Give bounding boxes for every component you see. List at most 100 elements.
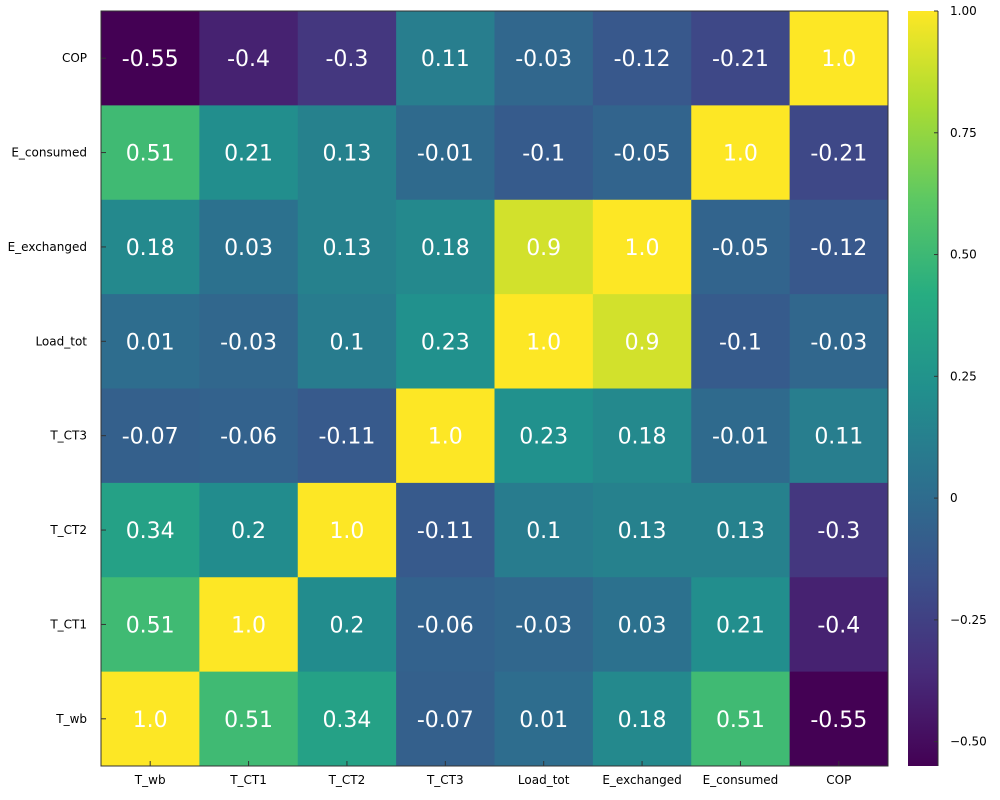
y-tick-label: T_CT1 — [49, 617, 87, 631]
cell-value-label: 0.9 — [526, 236, 561, 261]
cell-value-label: 0.13 — [716, 519, 765, 544]
heatmap-cell-E_consumed-E_exchanged — [592, 105, 692, 201]
cell-value-label: -0.06 — [417, 613, 474, 638]
colorbar-tick-label: 0.75 — [950, 126, 977, 140]
cell-value-label: -0.12 — [614, 47, 671, 72]
heatmap-cell-E_exchanged-T_CT3 — [396, 199, 495, 295]
heatmap-cell-T_CT1-T_wb — [101, 577, 200, 673]
cell-value-label: -0.07 — [417, 708, 474, 733]
heatmap-cell-E_exchanged-T_CT1 — [199, 199, 299, 295]
cell-value-label: -0.03 — [515, 47, 572, 72]
x-tick-label: T_CT2 — [328, 773, 366, 787]
heatmap-cell-T_CT1-T_CT1 — [199, 577, 299, 673]
heatmap-cell-E_consumed-Load_tot — [494, 105, 594, 201]
cell-value-label: 0.11 — [814, 425, 863, 450]
heatmap-cell-Load_tot-Load_tot — [494, 294, 594, 389]
heatmap-cell-T_CT1-E_consumed — [691, 577, 791, 673]
cell-value-label: -0.03 — [515, 613, 572, 638]
heatmap-cell-T_CT2-T_wb — [101, 482, 200, 578]
cell-value-label: -0.06 — [220, 425, 277, 450]
cell-value-label: 1.0 — [625, 236, 660, 261]
heatmap-cell-T_wb-T_wb — [101, 671, 200, 767]
cell-value-label: 0.03 — [618, 613, 667, 638]
heatmap-cell-T_CT2-T_CT2 — [297, 482, 397, 578]
cell-value-label: 1.0 — [428, 425, 463, 450]
heatmap-cell-T_CT2-T_CT3 — [396, 482, 495, 578]
cell-value-label: -0.05 — [712, 236, 769, 261]
cell-value-label: 0.34 — [322, 708, 371, 733]
cell-value-label: -0.12 — [810, 236, 867, 261]
colorbar-tick-label: 0.50 — [950, 248, 977, 262]
x-tick-label: COP — [826, 773, 851, 787]
cell-value-label: -0.4 — [817, 613, 860, 638]
x-tick-label: E_consumed — [703, 773, 779, 787]
heatmap-cell-Load_tot-COP — [789, 294, 889, 389]
heatmap-cell-COP-T_CT3 — [396, 11, 495, 106]
heatmap-cell-COP-COP — [789, 11, 889, 106]
cell-value-label: 0.01 — [126, 330, 175, 355]
heatmap-cell-E_exchanged-Load_tot — [494, 199, 594, 295]
cell-value-label: -0.55 — [810, 708, 867, 733]
heatmap-cell-E_exchanged-T_CT2 — [297, 199, 397, 295]
heatmap-cell-T_wb-T_CT2 — [297, 671, 397, 767]
cell-value-label: -0.03 — [220, 330, 277, 355]
cell-value-label: 0.2 — [231, 519, 266, 544]
cell-value-label: -0.4 — [227, 47, 270, 72]
cell-value-label: -0.03 — [810, 330, 867, 355]
heatmap-cell-T_CT3-COP — [789, 388, 889, 484]
heatmap-cell-E_exchanged-T_wb — [101, 199, 200, 295]
heatmap-cell-Load_tot-E_exchanged — [592, 294, 692, 389]
cell-value-label: -0.1 — [522, 142, 565, 167]
heatmap-cell-T_wb-E_consumed — [691, 671, 791, 767]
cell-value-label: -0.11 — [318, 425, 375, 450]
cell-value-label: -0.01 — [712, 425, 769, 450]
heatmap-cell-E_consumed-T_CT3 — [396, 105, 495, 201]
heatmap-cell-E_consumed-T_CT2 — [297, 105, 397, 201]
heatmap-cell-Load_tot-T_wb — [101, 294, 200, 389]
cell-value-label: 0.2 — [329, 613, 364, 638]
cell-value-label: 0.18 — [126, 236, 175, 261]
x-tick-label: T_wb — [134, 773, 166, 787]
heatmap-cell-E_consumed-T_CT1 — [199, 105, 299, 201]
cell-value-label: -0.3 — [325, 47, 368, 72]
heatmap-cell-T_CT1-T_CT3 — [396, 577, 495, 673]
colorbar-tick-label: 0 — [950, 491, 958, 505]
cell-value-label: 0.21 — [224, 142, 273, 167]
heatmap-cell-Load_tot-E_consumed — [691, 294, 791, 389]
heatmap-cell-T_CT1-Load_tot — [494, 577, 594, 673]
heatmap-cell-Load_tot-T_CT1 — [199, 294, 299, 389]
heatmap-cell-T_CT3-E_consumed — [691, 388, 791, 484]
cell-value-label: 0.18 — [618, 425, 667, 450]
heatmap-cell-COP-E_consumed — [691, 11, 791, 106]
cell-value-label: 0.13 — [322, 236, 371, 261]
cell-value-label: 1.0 — [821, 47, 856, 72]
y-tick-label: COP — [62, 51, 87, 65]
heatmap-cell-COP-T_wb — [101, 11, 200, 106]
heatmap-cell-COP-E_exchanged — [592, 11, 692, 106]
y-tick-label: T_CT2 — [49, 523, 87, 537]
cell-value-label: 1.0 — [329, 519, 364, 544]
cell-value-label: -0.11 — [417, 519, 474, 544]
heatmap-cells — [101, 11, 889, 767]
x-tick-label: E_exchanged — [602, 773, 681, 787]
heatmap-cell-Load_tot-T_CT2 — [297, 294, 397, 389]
cell-value-label: 0.18 — [618, 708, 667, 733]
heatmap-cell-E_consumed-T_wb — [101, 105, 200, 201]
cell-value-label: -0.3 — [817, 519, 860, 544]
colorbar-gradient — [908, 11, 938, 766]
heatmap-cell-T_wb-E_exchanged — [592, 671, 692, 767]
heatmap-cell-T_wb-Load_tot — [494, 671, 594, 767]
cell-value-label: 0.03 — [224, 236, 273, 261]
cell-value-label: 0.23 — [421, 330, 470, 355]
cell-value-label: -0.55 — [122, 47, 179, 72]
cell-value-label: 0.51 — [716, 708, 765, 733]
heatmap-cell-T_CT3-T_CT3 — [396, 388, 495, 484]
heatmap-cell-T_CT2-T_CT1 — [199, 482, 299, 578]
heatmap-cell-T_wb-T_CT1 — [199, 671, 299, 767]
heatmap-cell-T_CT1-T_CT2 — [297, 577, 397, 673]
cell-value-label: 0.51 — [126, 613, 175, 638]
heatmap-cell-T_CT3-Load_tot — [494, 388, 594, 484]
heatmap-cell-T_wb-COP — [789, 671, 889, 767]
y-tick-label: T_wb — [55, 712, 87, 726]
cell-value-label: 0.13 — [322, 142, 371, 167]
